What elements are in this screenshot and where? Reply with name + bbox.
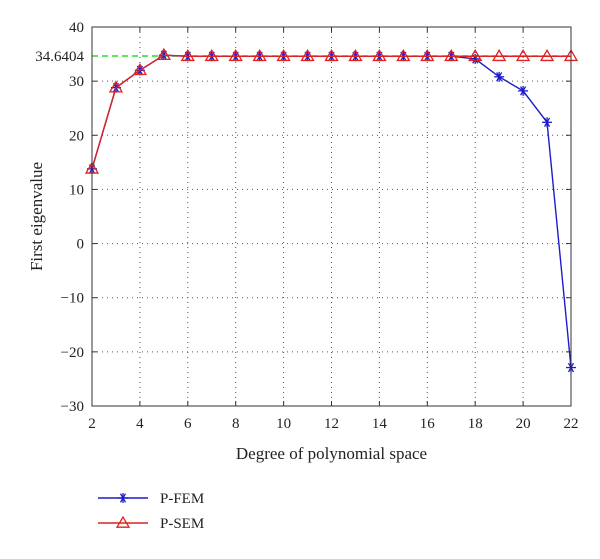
x-axis-ticks: 2 4 6 8 10 12 14 16 18 20 22: [88, 27, 579, 432]
x-axis-label: Degree of polynomial space: [236, 444, 427, 463]
plot-frame: [91, 26, 572, 407]
series-line-p-sem: [91, 54, 571, 170]
data-point-p-sem: [204, 48, 219, 62]
legend-label: P-SEM: [160, 516, 204, 532]
x-tick-label: 8: [232, 416, 240, 432]
x-tick-label: 2: [88, 416, 96, 432]
legend-marker: [118, 493, 128, 503]
data-point-p-sem: [228, 48, 243, 62]
data-point-p-sem: [156, 47, 171, 61]
grid: [92, 27, 571, 406]
data-point-p-sem: [468, 48, 483, 62]
data-point-p-sem: [396, 48, 411, 62]
x-tick-label: 4: [136, 416, 144, 432]
legend-item-p-fem: P-FEM: [98, 491, 204, 507]
y-tick-label: −10: [61, 291, 84, 307]
series-p-sem: [84, 47, 579, 174]
y-tick-label: 0: [77, 237, 85, 253]
legend-item-p-sem: P-SEM: [98, 515, 204, 532]
data-point-p-sem: [539, 48, 555, 62]
data-point-p-sem: [300, 48, 315, 62]
y-tick-label: 10: [69, 182, 84, 198]
y-tick-label: 30: [69, 74, 84, 90]
data-point-p-sem: [276, 48, 291, 62]
legend-marker: [115, 515, 131, 528]
data-point-p-sem: [324, 48, 339, 62]
data-point-p-sem: [492, 48, 507, 62]
data-point-p-sem: [372, 48, 387, 62]
x-tick-label: 12: [324, 416, 339, 432]
y-tick-label: −30: [61, 399, 84, 415]
reference-line-label: 34.6404: [35, 49, 84, 65]
reference-line-group: 34.6404: [35, 49, 571, 65]
x-tick-label: 22: [564, 416, 579, 432]
data-point-p-sem: [444, 48, 459, 62]
y-tick-label: 20: [69, 128, 84, 144]
y-tick-label: −20: [61, 345, 84, 361]
data-point-p-sem: [252, 48, 267, 62]
legend: P-FEM P-SEM: [98, 491, 204, 532]
x-tick-label: 10: [276, 416, 291, 432]
data-point-p-sem: [515, 48, 531, 62]
x-tick-label: 20: [516, 416, 531, 432]
data-point-p-fem: [494, 71, 505, 82]
data-point-p-fem: [542, 117, 553, 128]
y-axis-label: First eigenvalue: [27, 162, 46, 271]
x-tick-label: 6: [184, 416, 192, 432]
y-axis-ticks: −30 −20 −10 0 10 20 30 40: [61, 20, 571, 415]
x-tick-label: 16: [420, 416, 436, 432]
data-point-p-fem: [518, 85, 529, 96]
data-point-p-sem: [348, 48, 363, 62]
x-tick-label: 14: [372, 416, 388, 432]
data-point-p-sem: [180, 48, 195, 62]
y-tick-label: 40: [69, 20, 84, 36]
x-tick-label: 18: [468, 416, 483, 432]
data-point-p-sem: [420, 48, 435, 62]
legend-label: P-FEM: [160, 491, 204, 507]
series-layer: [84, 47, 579, 373]
data-point-p-sem: [108, 80, 124, 93]
series-p-fem: [87, 50, 576, 373]
data-point-p-sem: [132, 63, 148, 76]
